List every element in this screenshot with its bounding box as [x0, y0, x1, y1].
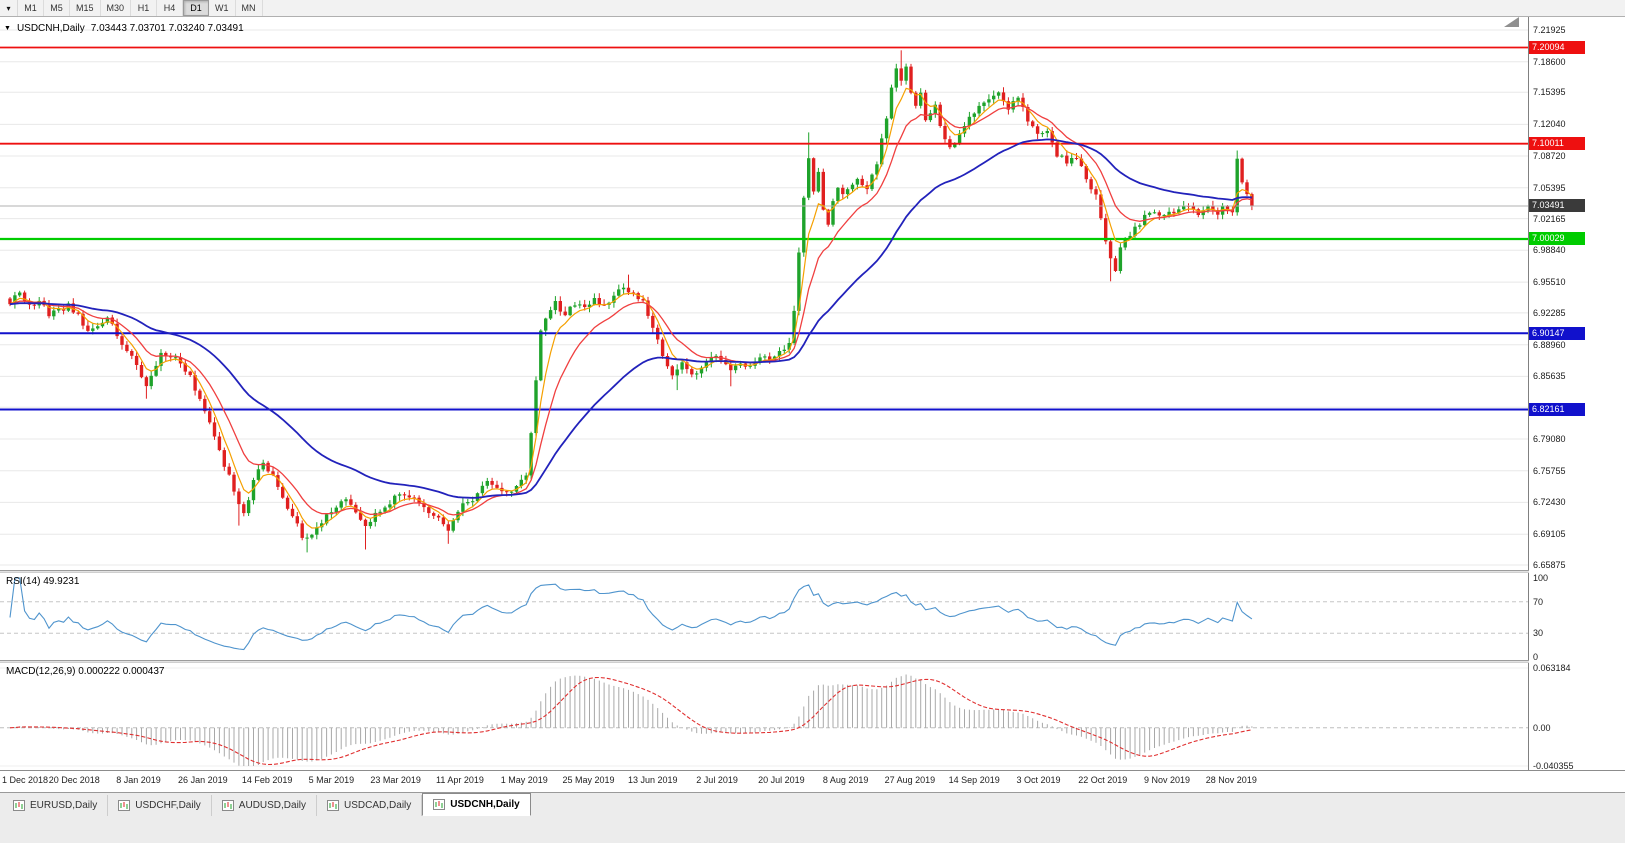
date-axis-label: 28 Nov 2019	[1205, 775, 1257, 785]
pane-splitter[interactable]	[0, 660, 1625, 663]
macd-indicator-label: MACD(12,26,9) 0.000222 0.000437	[6, 666, 165, 677]
tab-label: EURUSD,Daily	[30, 800, 98, 811]
price-axis-label: 6.72430	[1533, 497, 1566, 508]
tab-usdcnh-daily[interactable]: USDCNH,Daily	[422, 793, 531, 816]
macd-axis-label: -0.040355	[1533, 761, 1574, 771]
macd-axis-label: 0.063184	[1533, 663, 1571, 673]
level-price-tag: 6.82161	[1529, 403, 1585, 417]
timeframe-button-h4[interactable]: H4	[157, 0, 184, 16]
toolbar-dropdown-icon[interactable]: ▾	[0, 0, 18, 16]
chart-tab-icon	[221, 800, 234, 811]
chart-ohlc-values: 7.03443 7.03701 7.03240 7.03491	[90, 23, 244, 34]
tab-usdcad-daily[interactable]: USDCAD,Daily	[317, 795, 423, 816]
tab-eurusd-daily[interactable]: EURUSD,Daily	[3, 795, 109, 816]
timeframe-button-m30[interactable]: M30	[101, 0, 132, 16]
date-axis-label: 1 Dec 2018	[2, 775, 49, 785]
chart-symbol-label: USDCNH,Daily	[16, 23, 85, 34]
price-axis-label: 7.21925	[1533, 25, 1566, 35]
price-axis-label: 6.79080	[1533, 433, 1566, 444]
price-axis-label: 7.08720	[1533, 151, 1566, 162]
date-axis-label: 14 Sep 2019	[948, 775, 1000, 785]
price-axis-label: 7.15395	[1533, 87, 1566, 98]
date-axis-label: 11 Apr 2019	[436, 775, 484, 785]
time-axis-line	[0, 770, 1625, 771]
timeframe-button-mn[interactable]: MN	[236, 0, 263, 16]
price-axis-label: 7.05395	[1533, 182, 1566, 193]
date-axis-label: 20 Dec 2018	[48, 775, 100, 785]
date-axis-label: 8 Aug 2019	[822, 775, 869, 785]
price-axis[interactable]: 7.21925 7.18600 7.15395 7.12040 7.08720 7.053…	[1529, 0, 1625, 771]
timeframe-toolbar: ▾ M1 M5 M15 M30 H1 H4 D1 W1 MN	[0, 0, 1625, 17]
timeframe-buttons: M1 M5 M15 M30 H1 H4 D1 W1 MN	[18, 0, 263, 16]
date-axis-label: 2 Jul 2019	[696, 775, 738, 785]
rsi-axis-label: 0	[1533, 652, 1539, 662]
tab-label: USDCNH,Daily	[450, 799, 520, 810]
chart-title: ▼ USDCNH,Daily 7.03443 7.03701 7.03240 7…	[4, 23, 244, 34]
price-axis-label: 6.88960	[1533, 339, 1566, 350]
rsi-indicator-label: RSI(14) 49.9231	[6, 576, 80, 587]
chart-tab-icon	[118, 800, 131, 811]
chart-dropdown-icon[interactable]: ▼	[4, 25, 11, 32]
current-price-tag: 7.03491	[1529, 199, 1585, 213]
price-axis-label: 6.98840	[1533, 245, 1566, 256]
date-axis-label: 23 Mar 2019	[370, 775, 421, 785]
date-axis-label: 27 Aug 2019	[884, 775, 936, 785]
price-axis-label: 6.92285	[1533, 307, 1566, 318]
time-axis: 1 Dec 2018 20 Dec 2018 8 Jan 2019 26 Jan 20…	[0, 771, 1528, 792]
price-axis-label: 7.02165	[1533, 213, 1566, 224]
timeframe-button-h1[interactable]: H1	[131, 0, 158, 16]
price-axis-label: 6.75755	[1533, 465, 1566, 476]
chart-tab-icon	[327, 800, 340, 811]
price-axis-label: 6.69105	[1533, 529, 1566, 540]
level-price-tag: 7.10011	[1529, 137, 1585, 151]
chart-tabs-row: EURUSD,Daily USDCHF,Daily AUDUSD,Daily USDC…	[0, 793, 1625, 816]
chart-tab-icon	[13, 800, 25, 811]
price-axis-label: 6.95510	[1533, 277, 1566, 288]
price-axis-label: 6.65875	[1533, 559, 1566, 570]
date-axis-label: 20 Jul 2019	[758, 775, 805, 785]
timeframe-button-d1[interactable]: D1	[183, 0, 210, 16]
level-price-tag: 7.00029	[1529, 232, 1585, 246]
chart-tab-icon	[433, 799, 446, 810]
tab-audusd-daily[interactable]: AUDUSD,Daily	[212, 795, 318, 816]
scroll-to-end-icon	[1504, 17, 1519, 27]
rsi-axis-label: 30	[1533, 628, 1544, 639]
date-axis-label: 14 Feb 2019	[241, 775, 293, 785]
date-axis-label: 9 Nov 2019	[1144, 775, 1191, 785]
date-axis-label: 8 Jan 2019	[116, 775, 161, 785]
date-axis-label: 22 Oct 2019	[1078, 775, 1128, 785]
rsi-axis-label: 100	[1533, 573, 1549, 583]
macd-axis-label: 0.00	[1533, 722, 1551, 733]
price-axis-label: 7.12040	[1533, 119, 1566, 130]
date-axis-label: 1 May 2019	[500, 775, 548, 785]
timeframe-button-m5[interactable]: M5	[44, 0, 70, 16]
tab-usdchf-daily[interactable]: USDCHF,Daily	[108, 795, 212, 816]
timeframe-button-m1[interactable]: M1	[18, 0, 44, 16]
price-axis-label: 6.85635	[1533, 371, 1566, 382]
tab-label: AUDUSD,Daily	[238, 800, 307, 811]
chart-tab-bar: EURUSD,Daily USDCHF,Daily AUDUSD,Daily USDC…	[0, 792, 1625, 843]
price-axis-label: 7.18600	[1533, 56, 1566, 67]
rsi-axis-label: 70	[1533, 596, 1544, 607]
date-axis-label: 3 Oct 2019	[1016, 775, 1061, 785]
timeframe-button-w1[interactable]: W1	[209, 0, 236, 16]
level-price-tag: 7.20094	[1529, 40, 1585, 54]
tab-label: USDCHF,Daily	[135, 800, 201, 811]
pane-splitter[interactable]	[0, 570, 1625, 573]
date-axis-label: 26 Jan 2019	[178, 775, 228, 785]
timeframe-button-m15[interactable]: M15	[70, 0, 101, 16]
date-axis-label: 25 May 2019	[562, 775, 615, 785]
level-price-tag: 6.90147	[1529, 326, 1585, 340]
date-axis-label: 5 Mar 2019	[308, 775, 355, 785]
tab-label: USDCAD,Daily	[344, 800, 412, 811]
date-axis-label: 13 Jun 2019	[628, 775, 678, 785]
